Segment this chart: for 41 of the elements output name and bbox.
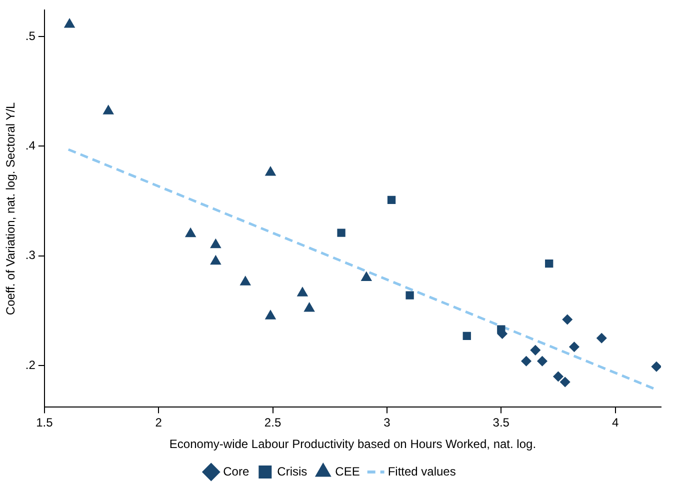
y-axis-title: Coeff. of Variation, nat. log. Sectoral Y/L [4, 102, 18, 316]
legend-label: CEE [335, 464, 360, 478]
point [298, 288, 308, 296]
x-tick-label: 3 [384, 416, 391, 430]
point [406, 291, 414, 300]
point [64, 19, 74, 28]
point [104, 106, 114, 114]
point [387, 196, 396, 204]
y-tick-label: .3 [25, 248, 36, 262]
point [530, 345, 540, 355]
x-tick-label: 3.5 [492, 416, 510, 430]
point [186, 228, 196, 238]
legend-label: Crisis [277, 464, 308, 478]
point [337, 228, 346, 237]
point [569, 342, 579, 352]
legend-label: Fitted values [388, 464, 456, 478]
x-axis-title: Economy-wide Labour Productivity based on Hours Worked, nat. log. [169, 437, 536, 452]
point [240, 276, 250, 286]
point [266, 167, 276, 176]
y-tick-label: .4 [25, 138, 36, 152]
point [210, 240, 220, 248]
point [522, 356, 532, 366]
y-tick-label: .2 [25, 358, 36, 372]
point [304, 303, 314, 312]
x-tick-label: 1.5 [36, 416, 54, 430]
legend-label: Core [223, 464, 250, 478]
y-tick-label: .5 [25, 28, 36, 43]
x-tick-label: 2 [155, 416, 162, 430]
point [596, 333, 606, 343]
point [210, 256, 220, 265]
point [652, 362, 661, 372]
point [462, 332, 471, 340]
x-tick-label: 2.5 [264, 416, 282, 430]
point [266, 310, 276, 320]
point [362, 272, 372, 282]
point [545, 259, 554, 268]
point [538, 356, 547, 366]
x-tick-label: 4 [612, 416, 619, 430]
point [560, 377, 570, 387]
point [562, 314, 572, 324]
point [553, 372, 563, 382]
